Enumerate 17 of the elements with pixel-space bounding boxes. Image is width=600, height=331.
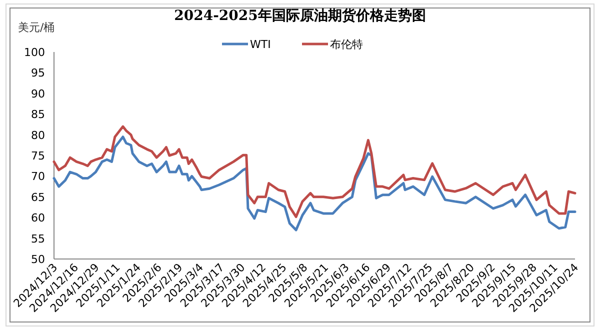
y-tick-label: 75 xyxy=(31,150,45,162)
y-tick-label: 100 xyxy=(24,46,45,59)
y-tick-label: 65 xyxy=(31,190,45,204)
line-series xyxy=(52,136,576,232)
y-tick-label: 90 xyxy=(31,87,45,100)
y-tick-label: 95 xyxy=(31,66,45,80)
y-tick-label: 50 xyxy=(31,253,45,266)
chart-title: 2024-2025年国际原油期货价格走势图 xyxy=(174,8,426,24)
line-series xyxy=(52,125,576,218)
legend-label: 布伦特 xyxy=(330,38,363,51)
y-axis-title: 美元/桶 xyxy=(18,21,55,34)
y-tick-label: 80 xyxy=(31,128,45,142)
legend-label: WTI xyxy=(250,38,271,51)
y-tick-label: 60 xyxy=(31,212,45,225)
y-tick-label: 85 xyxy=(31,108,45,122)
y-tick-label: 70 xyxy=(31,170,45,184)
y-tick-label: 55 xyxy=(31,232,45,246)
